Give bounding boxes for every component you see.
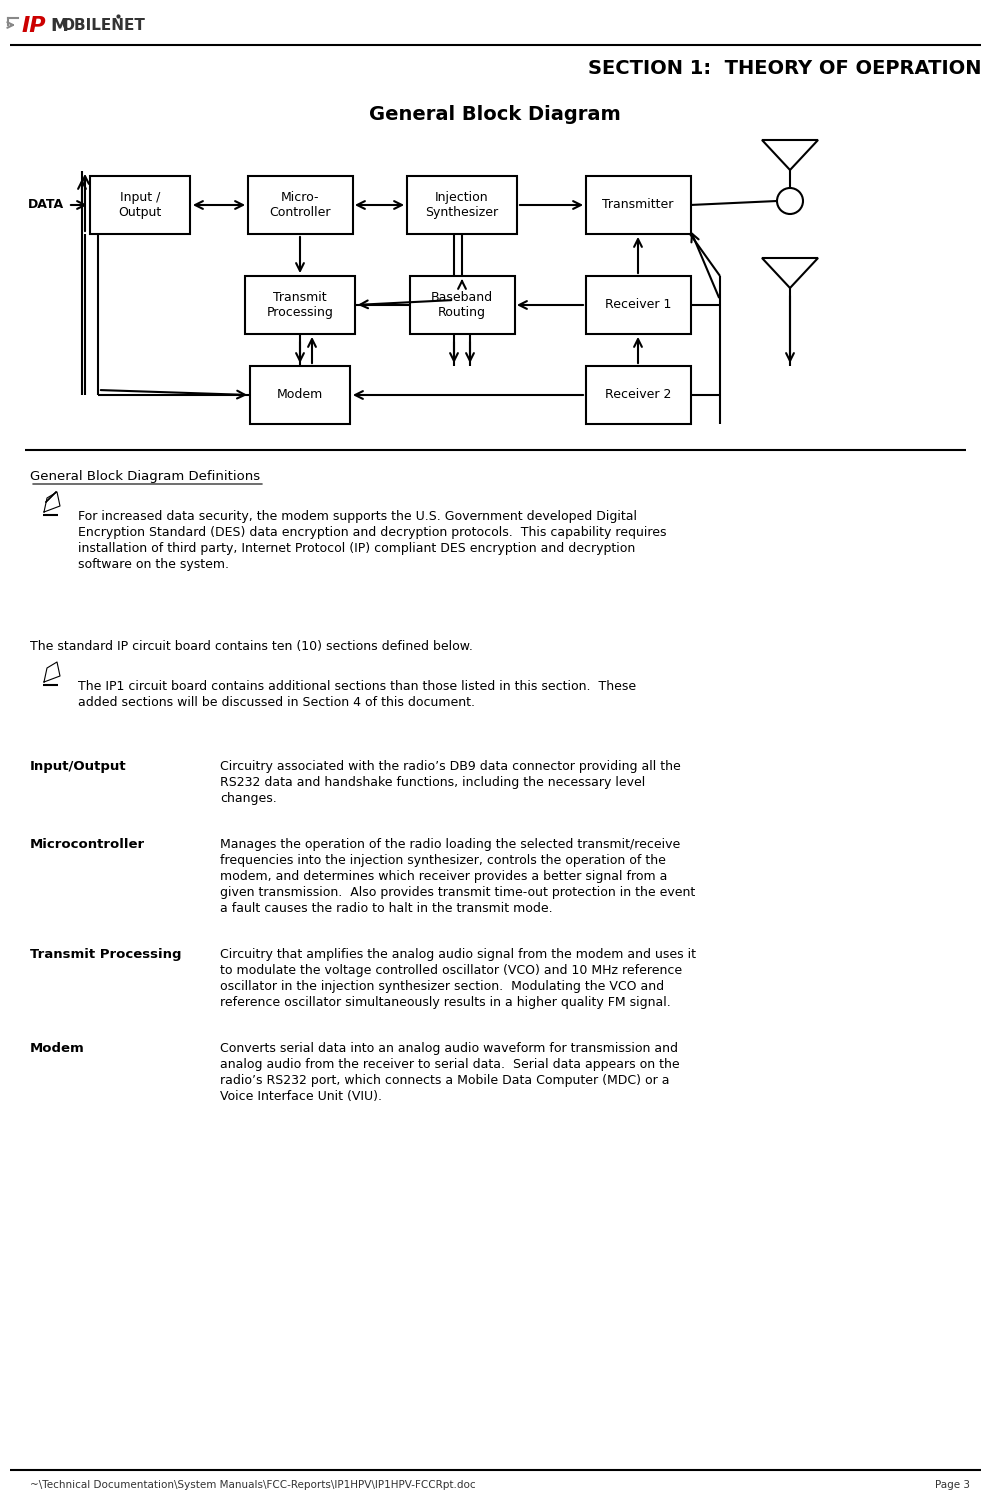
Text: analog audio from the receiver to serial data.  Serial data appears on the: analog audio from the receiver to serial… bbox=[220, 1058, 680, 1072]
Text: modem, and determines which receiver provides a better signal from a: modem, and determines which receiver pro… bbox=[220, 871, 667, 883]
Text: Transmitter: Transmitter bbox=[603, 198, 674, 212]
Text: Manages the operation of the radio loading the selected transmit/receive: Manages the operation of the radio loadi… bbox=[220, 838, 680, 851]
Text: Circuitry associated with the radio’s DB9 data connector providing all the: Circuitry associated with the radio’s DB… bbox=[220, 760, 681, 773]
Text: DATA: DATA bbox=[28, 198, 64, 212]
Text: oscillator in the injection synthesizer section.  Modulating the VCO and: oscillator in the injection synthesizer … bbox=[220, 980, 664, 994]
Text: Circuitry that amplifies the analog audio signal from the modem and uses it: Circuitry that amplifies the analog audi… bbox=[220, 949, 696, 961]
Text: RS232 data and handshake functions, including the necessary level: RS232 data and handshake functions, incl… bbox=[220, 776, 645, 790]
Polygon shape bbox=[762, 140, 818, 170]
Text: a fault causes the radio to halt in the transmit mode.: a fault causes the radio to halt in the … bbox=[220, 902, 553, 916]
Text: IP: IP bbox=[22, 17, 47, 36]
Text: The IP1 circuit board contains additional sections than those listed in this sec: The IP1 circuit board contains additiona… bbox=[78, 680, 636, 693]
Bar bbox=[586, 366, 691, 423]
Text: Modem: Modem bbox=[276, 389, 323, 401]
Text: Voice Interface Unit (VIU).: Voice Interface Unit (VIU). bbox=[220, 1090, 382, 1103]
Text: given transmission.  Also provides transmit time-out protection in the event: given transmission. Also provides transm… bbox=[220, 886, 696, 899]
Text: The standard IP circuit board contains ten (10) sections defined below.: The standard IP circuit board contains t… bbox=[30, 639, 473, 653]
Bar bbox=[409, 276, 514, 335]
Text: Page 3: Page 3 bbox=[935, 1480, 970, 1490]
Text: Transmit
Processing: Transmit Processing bbox=[267, 291, 333, 320]
Text: For increased data security, the modem supports the U.S. Government developed Di: For increased data security, the modem s… bbox=[78, 510, 637, 522]
Text: Receiver 1: Receiver 1 bbox=[605, 299, 671, 312]
Bar bbox=[90, 176, 190, 234]
Text: frequencies into the injection synthesizer, controls the operation of the: frequencies into the injection synthesiz… bbox=[220, 854, 666, 868]
Text: added sections will be discussed in Section 4 of this document.: added sections will be discussed in Sect… bbox=[78, 696, 475, 708]
Text: Microcontroller: Microcontroller bbox=[30, 838, 145, 851]
Text: M: M bbox=[50, 17, 67, 35]
Text: General Block Diagram Definitions: General Block Diagram Definitions bbox=[30, 470, 260, 483]
Bar bbox=[248, 176, 353, 234]
Text: Encryption Standard (DES) data encryption and decryption protocols.  This capabi: Encryption Standard (DES) data encryptio… bbox=[78, 525, 667, 539]
Bar bbox=[586, 176, 691, 234]
Text: radio’s RS232 port, which connects a Mobile Data Computer (MDC) or a: radio’s RS232 port, which connects a Mob… bbox=[220, 1075, 670, 1087]
Bar bbox=[407, 176, 517, 234]
Text: Converts serial data into an analog audio waveform for transmission and: Converts serial data into an analog audi… bbox=[220, 1042, 678, 1055]
Text: Input/Output: Input/Output bbox=[30, 760, 127, 773]
Bar bbox=[250, 366, 350, 423]
Text: installation of third party, Internet Protocol (IP) compliant DES encryption and: installation of third party, Internet Pr… bbox=[78, 542, 635, 555]
Text: Transmit Processing: Transmit Processing bbox=[30, 949, 181, 961]
Text: Modem: Modem bbox=[30, 1042, 85, 1055]
Text: software on the system.: software on the system. bbox=[78, 558, 229, 570]
Text: to modulate the voltage controlled oscillator (VCO) and 10 MHz reference: to modulate the voltage controlled oscil… bbox=[220, 964, 682, 977]
Polygon shape bbox=[762, 258, 818, 288]
Text: General Block Diagram: General Block Diagram bbox=[369, 105, 621, 125]
Bar bbox=[245, 276, 355, 335]
Text: OBILENET: OBILENET bbox=[61, 18, 145, 33]
Bar bbox=[586, 276, 691, 335]
Text: ~\Technical Documentation\System Manuals\FCC-Reports\IP1HPV\IP1HPV-FCCRpt.doc: ~\Technical Documentation\System Manuals… bbox=[30, 1480, 476, 1490]
Text: Receiver 2: Receiver 2 bbox=[605, 389, 671, 401]
Text: Input /
Output: Input / Output bbox=[118, 191, 162, 219]
Text: Baseband
Routing: Baseband Routing bbox=[431, 291, 494, 320]
Text: SECTION 1:  THEORY OF OEPRATION: SECTION 1: THEORY OF OEPRATION bbox=[588, 59, 981, 78]
Text: changes.: changes. bbox=[220, 793, 276, 805]
Text: Micro-
Controller: Micro- Controller bbox=[270, 191, 331, 219]
Circle shape bbox=[777, 188, 803, 215]
Text: Injection
Synthesizer: Injection Synthesizer bbox=[425, 191, 498, 219]
Text: reference oscillator simultaneously results in a higher quality FM signal.: reference oscillator simultaneously resu… bbox=[220, 997, 671, 1009]
